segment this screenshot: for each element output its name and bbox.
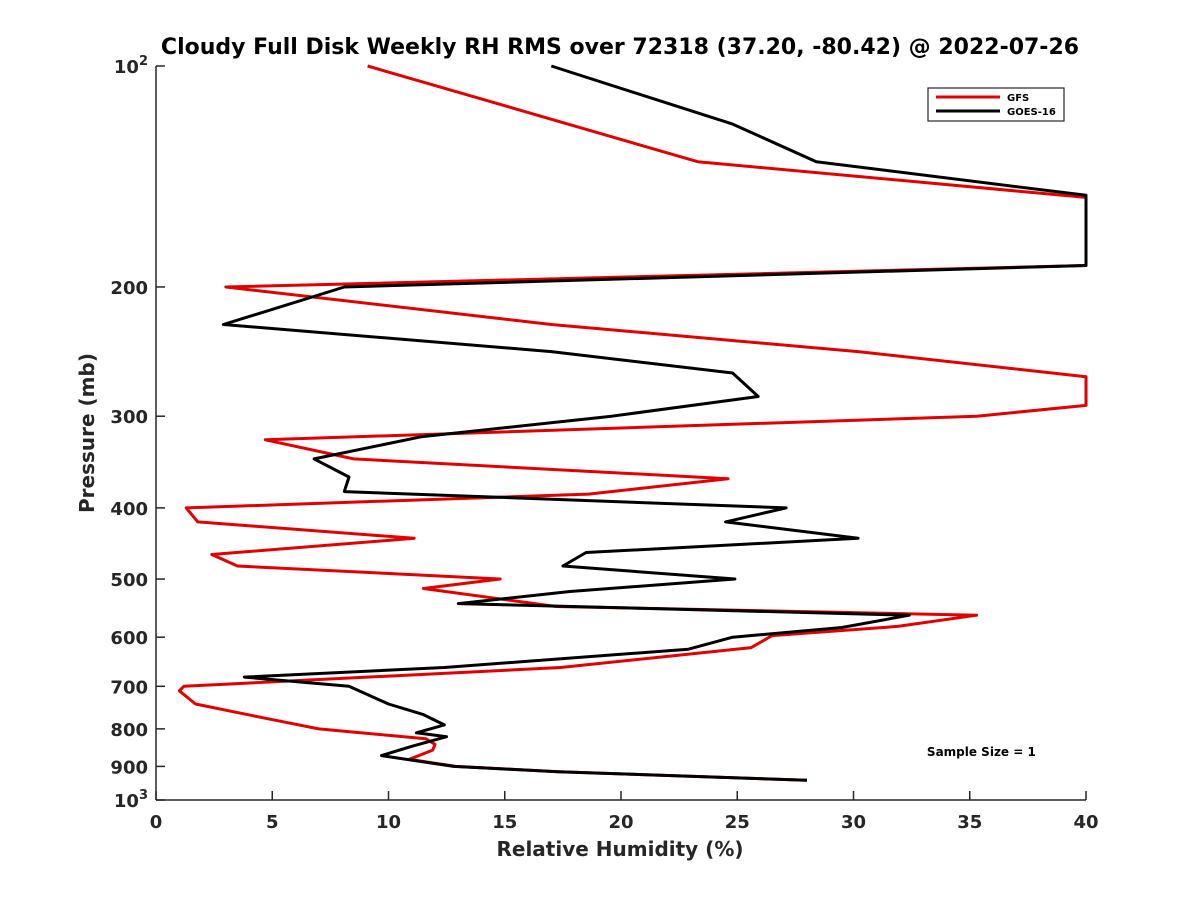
x-tick-label: 10	[376, 812, 401, 833]
y-tick-label: 800	[110, 720, 148, 741]
legend-box	[927, 87, 1065, 122]
y-tick-label: 200	[110, 278, 148, 299]
y-tick-label: 700	[110, 677, 148, 698]
sample-size-annotation: Sample Size = 1	[927, 745, 1036, 759]
x-tick-label: 40	[1073, 812, 1098, 833]
axes	[155, 66, 1086, 801]
y-tick-label: 103	[114, 788, 148, 812]
y-tick-label: 400	[110, 499, 148, 520]
x-tick-label: 20	[608, 812, 633, 833]
x-tick-label: 15	[492, 812, 517, 833]
x-tick-label: 30	[841, 812, 866, 833]
x-tick-label: 25	[725, 812, 750, 833]
legend: GFS GOES-16	[927, 87, 1065, 122]
y-axis-ticks: 102 200 300 400 500 600 700 800 900 103	[110, 54, 165, 812]
y-tick-label: 500	[110, 570, 148, 591]
y-tick-label: 102	[114, 54, 148, 78]
x-axis-label: Relative Humidity (%)	[496, 837, 743, 861]
y-tick-label: 300	[110, 407, 148, 428]
y-axis-label: Pressure (mb)	[75, 353, 99, 513]
annotations: Sample Size = 1	[927, 745, 1036, 759]
y-tick-label: 600	[110, 628, 148, 649]
chart-title: Cloudy Full Disk Weekly RH RMS over 7231…	[161, 35, 1079, 60]
y-tick-label: 900	[110, 757, 148, 778]
x-tick-label: 5	[266, 812, 279, 833]
x-tick-label: 0	[150, 812, 163, 833]
x-tick-label: 35	[957, 812, 982, 833]
x-axis-ticks: 0 5 10 15 20 25 30 35 40	[150, 791, 1099, 833]
legend-label: GOES-16	[1007, 107, 1056, 118]
series-line-gfs	[177, 64, 1088, 782]
legend-label: GFS	[1007, 93, 1029, 104]
plot-lines	[177, 64, 1088, 782]
series-line-goes-16	[221, 64, 1088, 782]
